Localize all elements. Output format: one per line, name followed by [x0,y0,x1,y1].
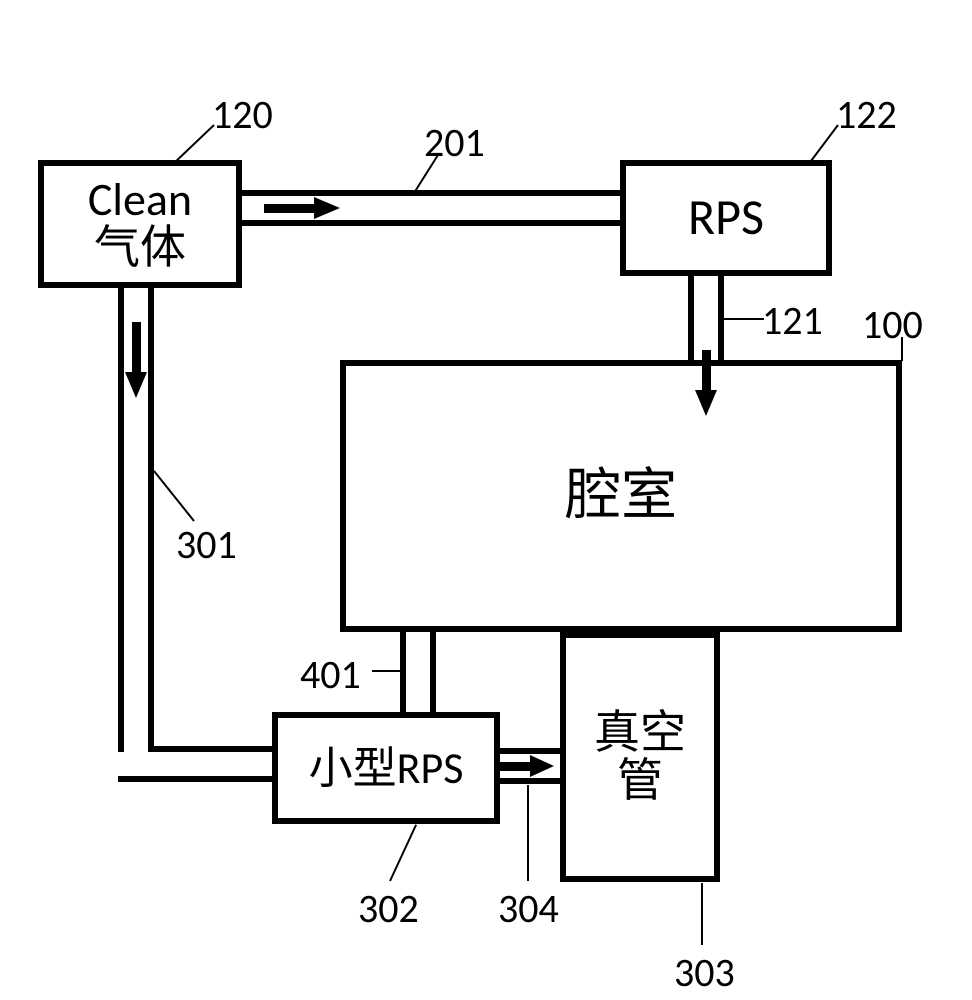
label-302: 302 [358,884,419,933]
label-301: 301 [176,520,237,569]
leader-121 [724,318,764,320]
label-122: 122 [836,90,897,139]
node-clean-gas: Clean 气体 [38,160,242,288]
label-303: 303 [674,948,735,997]
node-small-rps-label: 小型RPS [309,745,464,791]
node-rps: RPS [620,160,832,276]
arrow-304-head [530,755,554,777]
pipe-joint-cover [124,746,148,760]
node-chamber: 腔室 [340,360,902,632]
pipe-401 [400,632,436,712]
arrow-304-shaft [500,762,530,771]
arrow-301-shaft [132,322,141,372]
arrow-121-shaft [702,350,711,390]
label-401: 401 [300,650,361,699]
node-clean-gas-line1: Clean [88,176,192,224]
node-clean-gas-line2: 气体 [94,224,186,272]
label-201: 201 [424,118,485,167]
leader-304 [527,785,529,881]
pipe-121 [688,276,724,360]
leader-401 [372,670,400,672]
arrow-201-shaft [264,204,314,213]
arrow-201-head [314,197,340,219]
label-304: 304 [498,884,559,933]
label-121: 121 [762,296,823,345]
arrow-121-head [695,390,717,416]
leader-301 [153,470,195,521]
label-120: 120 [212,90,273,139]
node-vacuum-tube-line1: 真空 [594,709,686,757]
node-rps-label: RPS [688,192,764,245]
label-100: 100 [862,300,923,349]
node-vacuum-tube: 真空 管 [560,632,720,882]
node-chamber-label: 腔室 [565,467,677,526]
arrow-301-head [125,372,147,398]
leader-303 [701,883,703,945]
leader-302 [389,825,417,882]
node-small-rps: 小型RPS [272,712,500,824]
diagram-stage: Clean 气体 RPS 腔室 真空 管 小型RPS 120 122 201 1… [0,0,972,1000]
node-vacuum-tube-line2: 管 [617,757,663,805]
